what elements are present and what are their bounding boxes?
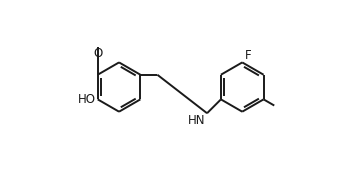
Text: HN: HN (188, 114, 206, 127)
Text: HO: HO (77, 93, 95, 106)
Text: O: O (93, 47, 102, 60)
Text: F: F (244, 49, 251, 62)
